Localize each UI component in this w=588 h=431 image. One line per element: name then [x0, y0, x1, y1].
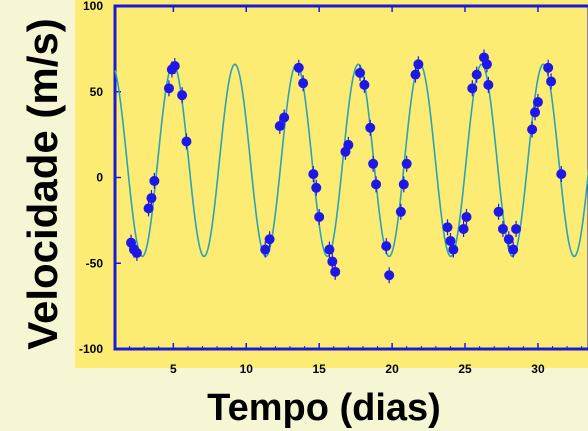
data-point [381, 241, 392, 252]
data-point [442, 222, 453, 233]
data-point [493, 206, 504, 217]
data-point [181, 136, 192, 147]
data-point [311, 182, 322, 193]
y-tick-label: 50 [90, 85, 104, 99]
y-tick-label: -50 [86, 256, 104, 270]
data-point [556, 169, 567, 180]
data-point [131, 247, 142, 258]
data-point [483, 79, 494, 90]
data-point [279, 112, 290, 123]
axis-ticks [114, 5, 583, 350]
data-point [471, 69, 482, 80]
data-point [458, 223, 469, 234]
y-tick-label: -100 [79, 342, 103, 356]
data-point [169, 61, 180, 72]
plot-area [113, 4, 588, 351]
x-tick-label: 15 [313, 362, 327, 376]
x-axis-title: Tempo (dias) [207, 387, 441, 429]
data-point [368, 158, 379, 169]
data-point [508, 244, 519, 255]
data-point [503, 234, 514, 245]
data-point [371, 179, 382, 190]
data-point [467, 83, 478, 94]
data-point [177, 90, 188, 101]
y-tick-label: 100 [83, 0, 103, 13]
data-point [543, 62, 554, 73]
data-point [384, 270, 395, 281]
data-point [448, 244, 459, 255]
data-point [395, 206, 406, 217]
data-point [260, 244, 271, 255]
data-point [497, 223, 508, 234]
x-tick-label: 30 [531, 362, 545, 376]
data-point [146, 193, 157, 204]
data-point [293, 62, 304, 73]
data-point [264, 234, 275, 245]
data-point [546, 76, 557, 87]
x-tick-label: 10 [240, 362, 254, 376]
y-axis-title: Velocidade (m/s) [19, 18, 66, 349]
data-point [324, 244, 335, 255]
data-points [126, 49, 567, 284]
data-point [527, 124, 538, 135]
data-point [308, 169, 319, 180]
y-tick-label: 0 [96, 171, 103, 185]
data-point [398, 179, 409, 190]
data-point [359, 79, 370, 90]
data-point [413, 59, 424, 70]
tick-labels: 5 10 15 20 25 30 100 50 0 -50 -100 [79, 0, 545, 376]
data-point [511, 223, 522, 234]
data-point [330, 266, 341, 277]
data-point [298, 78, 309, 89]
data-point [343, 139, 354, 150]
data-point [274, 121, 285, 132]
data-point [461, 211, 472, 222]
data-point [355, 67, 366, 78]
x-tick-label: 20 [385, 362, 399, 376]
data-point [401, 158, 412, 169]
x-tick-label: 5 [170, 362, 177, 376]
data-point [365, 122, 376, 133]
data-point [481, 59, 492, 70]
data-point [532, 97, 543, 108]
data-point [149, 175, 160, 186]
data-point [314, 211, 325, 222]
x-tick-label: 25 [458, 362, 472, 376]
data-point [163, 83, 174, 94]
